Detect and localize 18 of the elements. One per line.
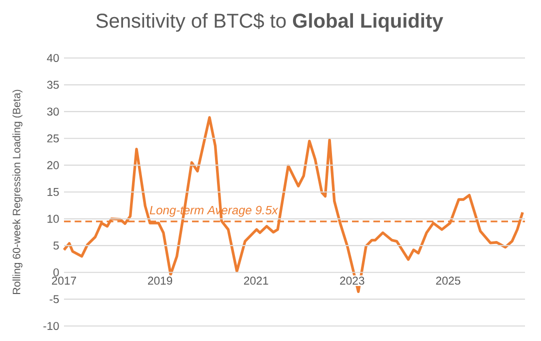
x-tick-label: 2017 [52,276,76,285]
y-tick-label: 20 [47,161,59,170]
y-tick-label: 25 [47,134,59,142]
y-tick-label: 5 [53,242,59,250]
y-tick-label: 30 [47,108,59,116]
y-tick-label: 10 [48,214,59,223]
y-tick-label: 15 [48,188,59,196]
y-tick-label: -5 [50,295,59,304]
x-tick-label: 2023 [340,276,364,285]
y-tick-label: 40 [46,54,59,62]
x-tick-label: 2019 [148,276,172,285]
chart-title: Sensitivity of BTC$ to Global Liquidity [96,12,444,32]
y-axis-title: Rolling 60-week Regression Loading (Beta) [12,90,22,294]
y-tick-label: 35 [47,80,59,89]
x-tick-label: 2021 [244,276,268,285]
y-tick-label: -10 [43,322,59,330]
x-tick-label: 2025 [436,276,460,285]
y-tick-label: 0 [53,268,59,276]
